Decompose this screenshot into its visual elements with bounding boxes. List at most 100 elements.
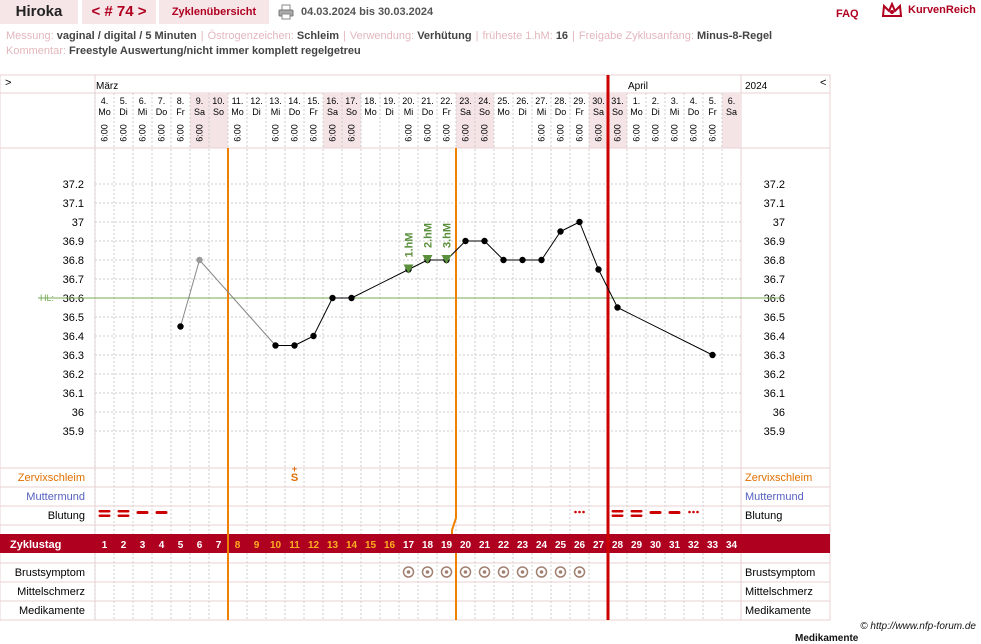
info-value: vaginal / digital / 5 Minuten	[56, 30, 197, 42]
day-weekday: Mo	[630, 107, 643, 117]
cover-line-label: HL:	[40, 293, 54, 303]
cycle-navigation[interactable]: < # 74 >	[82, 0, 156, 24]
day-date: 11.	[232, 96, 244, 106]
month-label: April	[628, 81, 648, 92]
day-weekday: Di	[651, 107, 660, 117]
temp-label-right: 36	[773, 407, 785, 419]
cycle-day-number: 30	[650, 540, 662, 551]
temp-label-right: 36.2	[764, 369, 785, 381]
day-date: 9.	[196, 96, 204, 106]
brand-name[interactable]: KurvenReich	[908, 4, 976, 16]
cycle-day-number: 25	[555, 540, 567, 551]
info-value: Schleim	[296, 30, 340, 42]
comment-row: Kommentar: Freestyle Auswertung/nicht im…	[6, 45, 361, 57]
day-weekday: Do	[156, 107, 168, 117]
cycle-day-number: 7	[216, 540, 222, 551]
info-label: Kommentar:	[6, 45, 69, 57]
date-range: 04.03.2024 bis 30.03.2024	[301, 6, 434, 18]
spotting-mark	[688, 510, 691, 514]
high-measurement-label: 2.hM	[423, 223, 435, 248]
temp-label-right: 36.9	[764, 236, 785, 248]
day-date: 10.	[212, 96, 225, 106]
temp-label-right: 37	[773, 217, 785, 229]
day-date: 5.	[709, 96, 717, 106]
cycle-day-number: 8	[235, 540, 241, 551]
temp-label-left: 36	[72, 407, 84, 419]
day-weekday: Fr	[575, 107, 584, 117]
cycle-day-number: 12	[308, 540, 320, 551]
measure-time: 6:00	[347, 124, 357, 142]
day-weekday: Do	[289, 107, 301, 117]
month-label: März	[96, 81, 118, 92]
day-weekday: Fr	[309, 107, 318, 117]
temp-label-right: 35.9	[764, 426, 785, 438]
cycle-day-number: 16	[384, 540, 396, 551]
measure-time: 6:00	[613, 124, 623, 142]
temp-label-right: 37.1	[764, 198, 785, 210]
temp-label-left: 36.8	[63, 255, 84, 267]
temperature-point	[462, 237, 469, 245]
breast-symptom-dot	[425, 570, 430, 574]
temperature-point	[538, 256, 545, 264]
bleeding-heavy-mark	[98, 514, 111, 517]
temp-label-left: 36.5	[63, 312, 84, 324]
breast-symptom-dot	[520, 570, 525, 574]
day-weekday: Mi	[138, 107, 148, 117]
day-date: 2.	[652, 96, 660, 106]
day-date: 14.	[288, 96, 301, 106]
breast-row-label: Brustsymptom	[745, 567, 815, 579]
bleeding-heavy-mark	[117, 510, 130, 513]
cycle-day-number: 20	[460, 540, 472, 551]
spotting-mark	[582, 510, 585, 514]
day-date: 6.	[728, 96, 736, 106]
temperature-point	[595, 266, 602, 273]
day-weekday: Mi	[271, 107, 281, 117]
copyright[interactable]: © http://www.nfp-forum.de	[860, 621, 976, 632]
crown-logo-icon[interactable]	[881, 2, 903, 20]
breast-symptom-mark	[573, 566, 586, 578]
day-date: 1.	[633, 96, 641, 106]
info-value: 16	[555, 30, 569, 42]
faq-link[interactable]: FAQ	[836, 8, 859, 20]
day-date: 26.	[516, 96, 529, 106]
measure-time: 6:00	[480, 124, 490, 142]
day-weekday: Sa	[593, 107, 604, 117]
temperature-point	[348, 294, 355, 302]
bleeding-heavy-mark	[611, 510, 624, 513]
temperature-point	[557, 228, 564, 235]
breast-symptom-mark	[554, 566, 567, 578]
day-date: 23.	[459, 96, 472, 106]
breast-symptom-mark	[497, 566, 510, 578]
temp-label-left: 36.6	[63, 293, 84, 305]
breast-symptom-mark	[440, 566, 453, 578]
cycle-day-number: 18	[422, 540, 434, 551]
temperature-point	[481, 237, 488, 245]
measure-time: 6:00	[157, 124, 167, 142]
cycle-day-number: 31	[669, 540, 681, 551]
measure-time: 6:00	[195, 124, 205, 142]
measure-time: 6:00	[689, 124, 699, 142]
cycle-overview-tab[interactable]: Zyklenübersicht	[159, 0, 269, 24]
day-weekday: Mo	[231, 107, 244, 117]
cycle-day-number: 27	[593, 540, 605, 551]
day-date: 13.	[269, 96, 282, 106]
day-weekday: Mi	[670, 107, 680, 117]
cycle-day-number: 23	[517, 540, 529, 551]
temp-label-right: 36.8	[764, 255, 785, 267]
day-weekday: Di	[252, 107, 261, 117]
temp-label-left: 37	[72, 217, 84, 229]
bleeding-medium-mark	[668, 511, 681, 514]
spotting-mark	[696, 510, 699, 514]
cycle-day-number: 3	[140, 540, 146, 551]
cycle-day-number: 22	[498, 540, 510, 551]
high-measurement-label: 1.hM	[404, 232, 416, 257]
spotting-mark	[574, 510, 577, 514]
weekend-shade	[456, 93, 475, 148]
left-arrow: >	[5, 77, 11, 89]
day-date: 29.	[573, 96, 586, 106]
info-value: Freestyle Auswertung/nicht immer komplet…	[68, 45, 361, 57]
printer-icon[interactable]	[278, 4, 294, 20]
day-date: 22.	[440, 96, 453, 106]
bleeding-heavy-mark	[630, 514, 643, 517]
temperature-point	[519, 256, 526, 264]
